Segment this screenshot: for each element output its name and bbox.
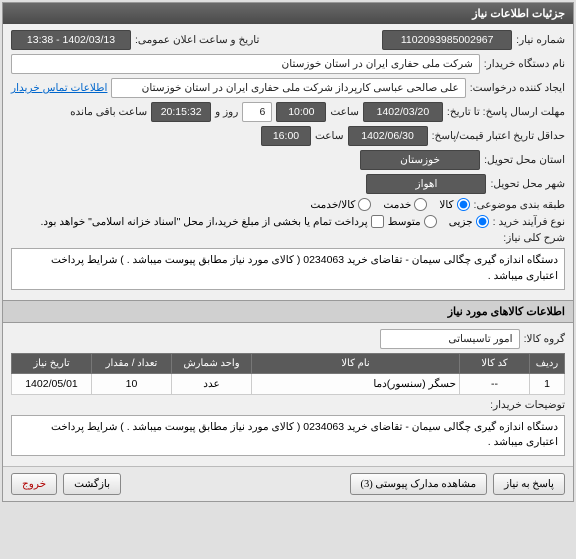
announce-value: 1402/03/13 - 13:38: [11, 30, 131, 50]
announce-label: تاریخ و ساعت اعلان عمومی:: [135, 34, 259, 46]
cat-both-option[interactable]: کالا/خدمت: [310, 198, 371, 211]
day-label: روز و: [215, 106, 238, 118]
panel1-body: شماره نیار: 1102093985002967 تاریخ و ساع…: [3, 24, 573, 300]
proc-partial-radio[interactable]: [476, 215, 489, 228]
remaining-time: 20:15:32: [151, 102, 211, 122]
panel2-header: اطلاعات کالاهای مورد نیاز: [3, 300, 573, 323]
group-label: گروه کالا:: [524, 333, 565, 345]
proc-medium-option[interactable]: متوسط: [388, 215, 437, 228]
buyer-notes-label: توضیحات خریدار:: [490, 399, 565, 411]
category-label: طبقه بندی موضوعی:: [474, 199, 565, 211]
need-no-value: 1102093985002967: [382, 30, 512, 50]
items-table: ردیف کد کالا نام کالا واحد شمارش تعداد /…: [11, 353, 565, 395]
th-row: ردیف: [530, 353, 565, 373]
proc-partial-label: جزیی: [449, 216, 473, 228]
need-details-panel: جزئیات اطلاعات نیاز شماره نیار: 11020939…: [2, 2, 574, 502]
cell-unit: عدد: [172, 373, 252, 394]
cell-qty: 10: [92, 373, 172, 394]
deadline-time: 10:00: [276, 102, 326, 122]
proc-medium-label: متوسط: [388, 216, 421, 228]
back-button[interactable]: بازگشت: [63, 473, 121, 495]
need-no-label: شماره نیار:: [516, 34, 565, 46]
city-label: شهر محل تحویل:: [490, 178, 565, 190]
cat-both-label: کالا/خدمت: [310, 199, 355, 211]
panel2-body: گروه کالا: امور تاسیساتی ردیف کد کالا نا…: [3, 323, 573, 467]
th-qty: تعداد / مقدار: [92, 353, 172, 373]
th-code: کد کالا: [460, 353, 530, 373]
th-date: تاریخ نیاز: [12, 353, 92, 373]
summary-text: دستگاه اندازه گیری چگالی سیمان - تقاضای …: [11, 248, 565, 290]
process-label: نوع فرآیند خرید :: [493, 216, 565, 228]
cat-goods-label: کالا: [439, 199, 453, 211]
th-name: نام کالا: [252, 353, 460, 373]
buyer-notes-text: دستگاه اندازه گیری چگالی سیمان - تقاضای …: [11, 415, 565, 457]
cat-service-radio[interactable]: [414, 198, 427, 211]
proc-medium-radio[interactable]: [424, 215, 437, 228]
exit-button[interactable]: خروج: [11, 473, 57, 495]
province-label: استان محل تحویل:: [484, 154, 565, 166]
creator-value: علی صالحی عباسی کارپرداز شرکت ملی حفاری …: [111, 78, 465, 98]
time-label-1: ساعت: [330, 106, 359, 118]
table-row[interactable]: 1 -- حسگر (سنسور)دما عدد 10 1402/05/01: [12, 373, 565, 394]
category-radio-group: کالا خدمت کالا/خدمت: [310, 198, 469, 211]
cat-both-radio[interactable]: [358, 198, 371, 211]
cell-name: حسگر (سنسور)دما: [252, 373, 460, 394]
contact-link[interactable]: اطلاعات تماس خریدار: [11, 82, 107, 94]
summary-label: شرح کلی نیاز:: [503, 232, 565, 244]
city-value: اهواز: [366, 174, 486, 194]
proc-partial-option[interactable]: جزیی: [449, 215, 489, 228]
creator-label: ایجاد کننده درخواست:: [470, 82, 565, 94]
attachments-button[interactable]: مشاهده مدارک پیوستی (3): [350, 473, 488, 495]
respond-button[interactable]: پاسخ به نیاز: [493, 473, 565, 495]
table-header-row: ردیف کد کالا نام کالا واحد شمارش تعداد /…: [12, 353, 565, 373]
group-value: امور تاسیساتی: [380, 329, 520, 349]
process-radio-group: جزیی متوسط: [388, 215, 489, 228]
cat-service-option[interactable]: خدمت: [383, 198, 427, 211]
deadline-date: 1402/03/20: [363, 102, 443, 122]
buyer-value: شرکت ملی حفاری ایران در استان خوزستان: [11, 54, 480, 74]
cell-code: --: [460, 373, 530, 394]
days-value: 6: [242, 102, 272, 122]
remaining-label: ساعت باقی مانده: [70, 106, 147, 118]
time-label-2: ساعت: [315, 130, 344, 142]
validity-time: 16:00: [261, 126, 311, 146]
payment-note-label: پرداخت تمام یا بخشی از مبلغ خرید،از محل …: [41, 216, 368, 228]
cell-row: 1: [530, 373, 565, 394]
deadline-label: مهلت ارسال پاسخ: تا تاریخ:: [447, 106, 565, 118]
th-unit: واحد شمارش: [172, 353, 252, 373]
panel1-header: جزئیات اطلاعات نیاز: [3, 3, 573, 24]
province-value: خوزستان: [360, 150, 480, 170]
buyer-label: نام دستگاه خریدار:: [484, 58, 565, 70]
cat-service-label: خدمت: [383, 199, 411, 211]
payment-checkbox[interactable]: [371, 215, 384, 228]
validity-date: 1402/06/30: [348, 126, 428, 146]
cat-goods-radio[interactable]: [457, 198, 470, 211]
cat-goods-option[interactable]: کالا: [439, 198, 469, 211]
payment-note-item[interactable]: پرداخت تمام یا بخشی از مبلغ خرید،از محل …: [41, 215, 384, 228]
cell-date: 1402/05/01: [12, 373, 92, 394]
validity-label: حداقل تاریخ اعتبار قیمت/پاسخ:: [432, 130, 565, 142]
button-bar: پاسخ به نیاز مشاهده مدارک پیوستی (3) باز…: [3, 466, 573, 501]
